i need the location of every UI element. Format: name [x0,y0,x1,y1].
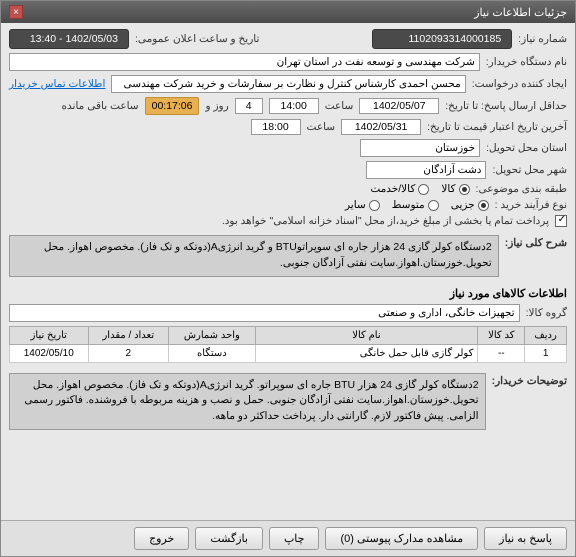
cell-qty: 2 [88,344,169,362]
goods-group-field: تجهیزات خانگی، اداری و صنعتی [9,304,520,322]
goods-section-header: اطلاعات کالاهای مورد نیاز [9,287,567,300]
row-buyer-notes: توضیحات خریدار: 2دستگاه کولر گازی 24 هزا… [9,369,567,434]
desc-label: شرح کلی نیاز: [505,231,567,249]
respond-button[interactable]: پاسخ به نیاز [484,527,567,550]
th-code: کد کالا [478,326,525,344]
th-date: تاریخ نیاز [10,326,89,344]
radio-other-label: سایر [345,199,366,211]
radio-dot-icon [369,200,380,211]
radio-service[interactable]: کالا/خدمت [370,183,429,195]
city-field: دشت آزادگان [366,161,486,179]
titlebar: جزئیات اطلاعات نیاز × [1,1,575,23]
validity-label: آخرین تاریخ اعتبار قیمت تا تاریخ: [427,121,567,133]
row-need-announce: شماره نیاز: 1102093314000185 تاریخ و ساع… [9,29,567,49]
row-category: طبقه بندی موضوعی: کالا کالا/خدمت [9,183,567,195]
row-goods-group: گروه کالا: تجهیزات خانگی، اداری و صنعتی [9,304,567,322]
timer-box: 00:17:06 [145,97,200,115]
th-row: ردیف [525,326,567,344]
radio-partial-label: جزیی [451,199,475,211]
radio-goods-label: کالا [441,183,455,195]
cell-name: کولر گازی قابل حمل خانگی [255,344,478,362]
payment-checkbox[interactable] [555,215,567,227]
buyer-label: نام دستگاه خریدار: [486,56,567,68]
radio-partial[interactable]: جزیی [451,199,489,211]
days-field: 4 [235,98,263,114]
close-icon[interactable]: × [9,5,23,19]
remaining-label: ساعت باقی مانده [62,100,139,112]
row-province: استان محل تحویل: خوزستان [9,139,567,157]
radio-medium[interactable]: متوسط [392,199,439,211]
category-radios: کالا کالا/خدمت [370,183,469,195]
row-deadline: حداقل ارسال پاسخ: تا تاریخ: 1402/05/07 س… [9,97,567,115]
radio-goods[interactable]: کالا [441,183,469,195]
goods-group-label: گروه کالا: [526,307,567,319]
row-city: شهر محل تحویل: دشت آزادگان [9,161,567,179]
th-name: نام کالا [255,326,478,344]
back-button[interactable]: بازگشت [195,527,263,550]
purchase-type-label: نوع فرآیند خرید : [495,199,567,211]
category-label: طبقه بندی موضوعی: [476,183,567,195]
requester-label: ایجاد کننده درخواست: [472,78,567,90]
radio-dot-icon [418,184,429,195]
announce-field: 1402/05/03 - 13:40 [9,29,129,49]
announce-label: تاریخ و ساعت اعلان عمومی: [135,33,259,45]
province-field: خوزستان [360,139,480,157]
day-label: روز و [205,100,228,112]
table-head: ردیف کد کالا نام کالا واحد شمارش تعداد /… [10,326,567,344]
th-qty: تعداد / مقدار [88,326,169,344]
buyer-field: شرکت مهندسی و توسعه نفت در استان تهران [9,53,480,71]
need-no-field: 1102093314000185 [372,29,512,49]
radio-dot-icon [478,200,489,211]
time-label-2: ساعت [307,121,336,133]
deadline-label: حداقل ارسال پاسخ: تا تاریخ: [445,100,567,112]
purchase-type-radios: جزیی متوسط سایر [345,199,489,211]
row-payment: پرداخت تمام یا بخشی از مبلغ خرید،از محل … [9,215,567,227]
content-area: شماره نیاز: 1102093314000185 تاریخ و ساع… [1,23,575,520]
buyer-notes-box: 2دستگاه کولر گازی 24 هزار BTU جاره ای سو… [9,373,486,430]
row-desc: شرح کلی نیاز: 2دستگاه کولر گازی 24 هزار … [9,231,567,281]
deadline-date-field: 1402/05/07 [359,98,439,114]
radio-other[interactable]: سایر [345,199,380,211]
city-label: شهر محل تحویل: [492,164,567,176]
desc-box: 2دستگاه کولر گازی 24 هزار جاره ای سوپرات… [9,235,499,277]
validity-date-field: 1402/05/31 [341,119,421,135]
cell-row: 1 [525,344,567,362]
payment-note: پرداخت تمام یا بخشی از مبلغ خرید،از محل … [222,215,549,227]
attachments-button[interactable]: مشاهده مدارک پیوستی (0) [325,527,478,550]
cell-date: 1402/05/10 [10,344,89,362]
print-button[interactable]: چاپ [269,527,320,550]
table-row[interactable]: 1 -- کولر گازی قابل حمل خانگی دستگاه 2 1… [10,344,567,362]
deadline-time-field: 14:00 [269,98,319,114]
radio-dot-icon [459,184,470,195]
cell-code: -- [478,344,525,362]
time-label-1: ساعت [325,100,354,112]
row-requester: ایجاد کننده درخواست: محسن احمدی کارشناس … [9,75,567,93]
window-root: جزئیات اطلاعات نیاز × شماره نیاز: 110209… [0,0,576,557]
cell-unit: دستگاه [169,344,255,362]
window-title: جزئیات اطلاعات نیاز [474,6,567,19]
radio-dot-icon [428,200,439,211]
contact-link[interactable]: اطلاعات تماس خریدار [9,78,105,90]
province-label: استان محل تحویل: [486,142,567,154]
table-body: 1 -- کولر گازی قابل حمل خانگی دستگاه 2 1… [10,344,567,362]
table-header-row: ردیف کد کالا نام کالا واحد شمارش تعداد /… [10,326,567,344]
buyer-notes-label: توضیحات خریدار: [492,369,567,387]
need-no-label: شماره نیاز: [518,33,567,45]
row-buyer: نام دستگاه خریدار: شرکت مهندسی و توسعه ن… [9,53,567,71]
exit-button[interactable]: خروج [134,527,189,550]
row-validity: آخرین تاریخ اعتبار قیمت تا تاریخ: 1402/0… [9,119,567,135]
footer-buttons: پاسخ به نیاز مشاهده مدارک پیوستی (0) چاپ… [1,520,575,556]
row-purchase-type: نوع فرآیند خرید : جزیی متوسط سایر [9,199,567,211]
radio-service-label: کالا/خدمت [370,183,415,195]
goods-table: ردیف کد کالا نام کالا واحد شمارش تعداد /… [9,326,567,363]
radio-medium-label: متوسط [392,199,425,211]
th-unit: واحد شمارش [169,326,255,344]
requester-field: محسن احمدی کارشناس کنترل و نظارت بر سفار… [111,75,465,93]
validity-time-field: 18:00 [251,119,301,135]
